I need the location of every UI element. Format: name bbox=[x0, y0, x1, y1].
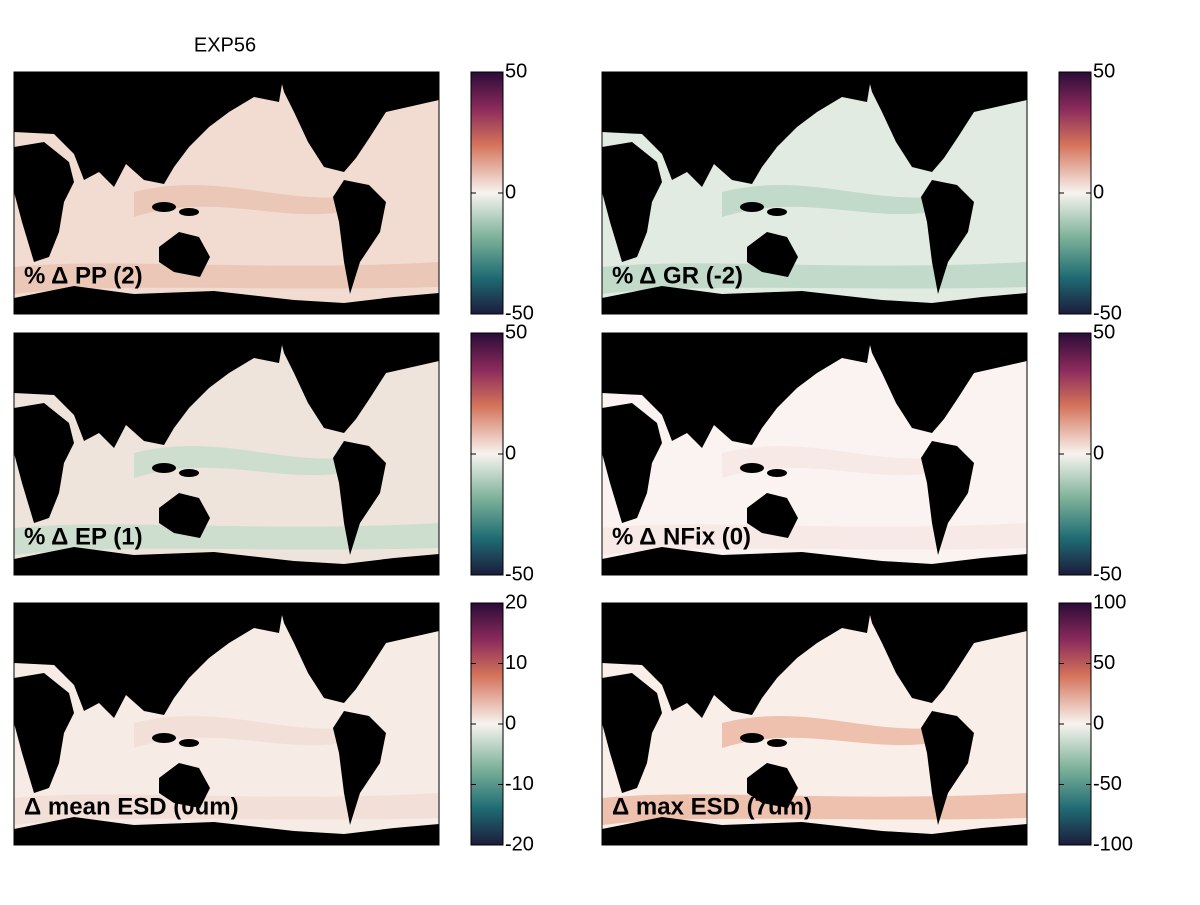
map-panel: % Δ NFix (0) bbox=[601, 332, 1028, 576]
map-frame bbox=[601, 71, 1028, 315]
ocean-band bbox=[14, 523, 439, 555]
panel-label: % Δ PP (2) bbox=[24, 262, 143, 289]
map-frame bbox=[601, 332, 1028, 576]
colorbar-tick-label: 50 bbox=[1093, 60, 1115, 82]
colorbar-tick-label: 50 bbox=[505, 60, 527, 82]
colorbar-tick-label: -100 bbox=[1093, 833, 1133, 855]
ocean-band bbox=[134, 716, 344, 748]
map-panel: Δ max ESD (7um) bbox=[601, 602, 1028, 846]
map-frame bbox=[13, 602, 440, 846]
ocean-band bbox=[602, 262, 1027, 294]
colorbar-tick-label: -50 bbox=[505, 302, 534, 324]
ocean-band bbox=[134, 446, 344, 478]
map-panel: Δ mean ESD (0um) bbox=[13, 602, 440, 846]
ocean-band bbox=[602, 793, 1027, 825]
colorbar-tick-label: 100 bbox=[1093, 591, 1126, 613]
map-frame bbox=[13, 332, 440, 576]
colorbar-tick-label: -50 bbox=[1093, 563, 1122, 585]
ocean-band bbox=[134, 185, 344, 217]
colorbar-tick-label: -20 bbox=[505, 833, 534, 855]
panel-label: % Δ EP (1) bbox=[24, 523, 143, 550]
panel-label: Δ max ESD (7um) bbox=[612, 793, 812, 820]
colorbar-tick-label: 0 bbox=[505, 181, 516, 203]
ocean-band bbox=[722, 185, 932, 217]
map-panel: % Δ GR (-2) bbox=[601, 71, 1028, 315]
figure-title: EXP56 bbox=[194, 34, 256, 56]
panel-label: % Δ NFix (0) bbox=[612, 523, 751, 550]
map-panel: % Δ EP (1) bbox=[13, 332, 440, 576]
colorbar bbox=[1058, 71, 1092, 315]
colorbar-tick-label: 0 bbox=[1093, 442, 1104, 464]
ocean-band bbox=[14, 262, 439, 294]
ocean-band bbox=[602, 523, 1027, 555]
colorbar-tick-label: 10 bbox=[505, 652, 527, 674]
ocean-band bbox=[722, 446, 932, 478]
colorbar-tick-label: 0 bbox=[505, 442, 516, 464]
colorbar-tick-label: 50 bbox=[1093, 652, 1115, 674]
colorbar bbox=[1058, 332, 1092, 576]
panel-label: % Δ GR (-2) bbox=[612, 262, 743, 289]
colorbar-tick-label: 0 bbox=[1093, 712, 1104, 734]
colorbar-tick-label: -10 bbox=[505, 773, 534, 795]
colorbar-tick-label: -50 bbox=[1093, 302, 1122, 324]
map-frame bbox=[13, 71, 440, 315]
colorbar-tick-label: 50 bbox=[505, 321, 527, 343]
map-frame bbox=[601, 602, 1028, 846]
colorbar-tick-label: 50 bbox=[1093, 321, 1115, 343]
colorbar bbox=[470, 602, 504, 846]
colorbar-tick-label: -50 bbox=[1093, 773, 1122, 795]
ocean-band bbox=[722, 716, 932, 748]
colorbar-tick-label: 20 bbox=[505, 591, 527, 613]
colorbar-tick-label: -50 bbox=[505, 563, 534, 585]
colorbar-tick-label: 0 bbox=[1093, 181, 1104, 203]
map-panel: % Δ PP (2) bbox=[13, 71, 440, 315]
colorbar bbox=[470, 332, 504, 576]
ocean-band bbox=[14, 793, 439, 825]
panel-label: Δ mean ESD (0um) bbox=[24, 793, 239, 820]
colorbar-tick-label: 0 bbox=[505, 712, 516, 734]
